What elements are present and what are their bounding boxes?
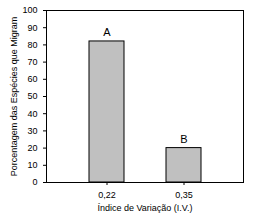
svg-text:100: 100 (22, 5, 37, 15)
svg-text:70: 70 (27, 57, 37, 67)
svg-text:80: 80 (27, 40, 37, 50)
svg-text:0,22: 0,22 (98, 190, 116, 200)
svg-text:10: 10 (27, 160, 37, 170)
svg-text:A: A (103, 26, 111, 38)
svg-text:60: 60 (27, 74, 37, 84)
svg-text:B: B (180, 133, 187, 145)
svg-text:30: 30 (27, 126, 37, 136)
svg-text:0,35: 0,35 (175, 190, 193, 200)
svg-text:90: 90 (27, 23, 37, 33)
svg-text:40: 40 (27, 109, 37, 119)
svg-text:50: 50 (27, 91, 37, 101)
svg-text:20: 20 (27, 143, 37, 153)
svg-text:Porcentagem das Espécies que M: Porcentagem das Espécies que Migram (9, 17, 19, 177)
svg-text:0: 0 (32, 177, 37, 187)
svg-text:Índice de Variação (I.V.): Índice de Variação (I.V.) (97, 203, 192, 213)
